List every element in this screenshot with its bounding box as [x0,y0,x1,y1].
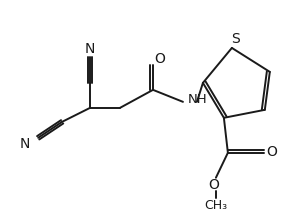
Text: O: O [155,52,165,66]
Text: N: N [20,137,30,151]
Text: S: S [232,32,240,46]
Text: O: O [266,145,277,159]
Text: N: N [85,42,95,56]
Text: CH₃: CH₃ [204,199,228,212]
Text: NH: NH [188,93,208,106]
Text: O: O [209,178,219,192]
